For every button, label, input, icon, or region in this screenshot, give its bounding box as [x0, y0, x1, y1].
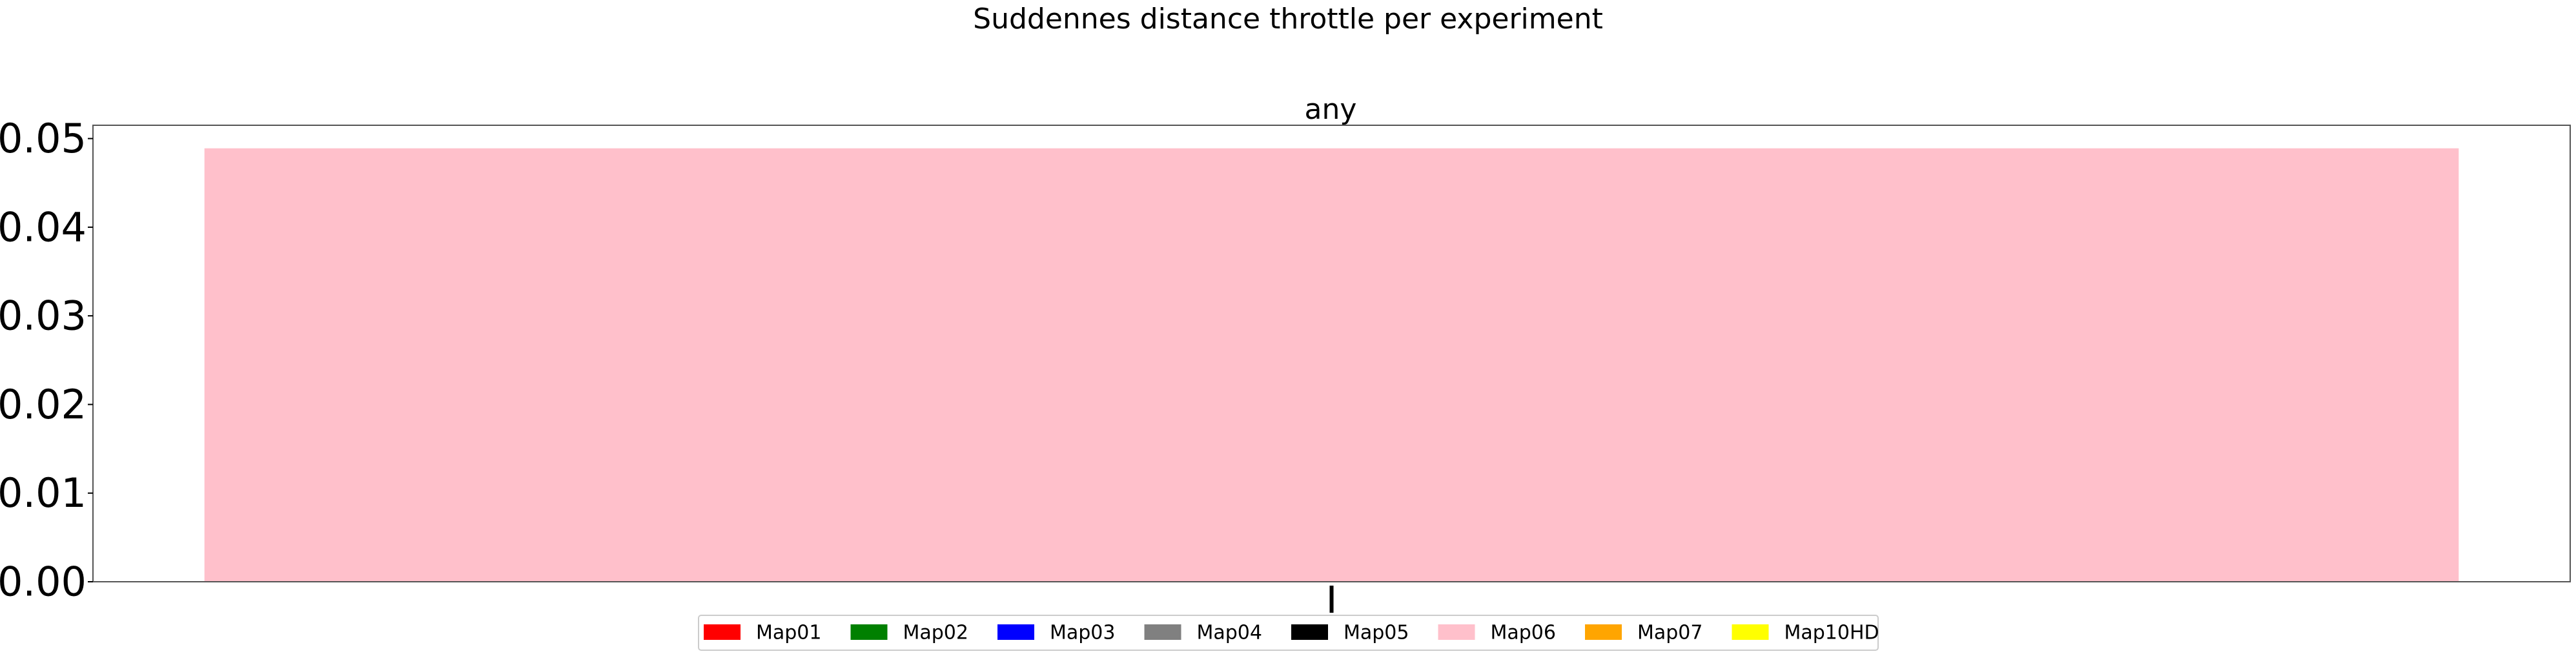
- legend-label: Map06: [1491, 622, 1556, 644]
- legend-item: Map01: [704, 622, 821, 644]
- legend-item: Map02: [850, 622, 968, 644]
- y-axis: 0.00 0.01 0.02 0.03 0.04 0.05: [0, 115, 93, 606]
- legend-item: Map03: [997, 622, 1115, 644]
- legend-swatch: [704, 624, 741, 640]
- legend-swatch: [1732, 624, 1769, 640]
- legend-swatch: [850, 624, 888, 640]
- figure-suptitle: Suddennes distance throttle per experime…: [973, 3, 1603, 36]
- legend-item: Map10HD: [1732, 622, 1879, 644]
- y-tick-label: 0.05: [0, 115, 87, 162]
- legend-label: Map04: [1197, 622, 1262, 644]
- y-tick-label: 0.03: [0, 292, 87, 340]
- y-tick-label: 0.01: [0, 469, 87, 517]
- legend-frame: [698, 615, 1879, 651]
- legend-label: Map10HD: [1784, 622, 1879, 644]
- y-tick-label: 0.00: [0, 559, 87, 606]
- legend-swatch: [1144, 624, 1181, 640]
- legend-label: Map05: [1344, 622, 1409, 644]
- legend-swatch: [1291, 624, 1328, 640]
- legend-label: Map01: [756, 622, 821, 644]
- legend-label: Map07: [1637, 622, 1702, 644]
- legend-swatch: [1438, 624, 1475, 640]
- legend-swatch: [997, 624, 1034, 640]
- legend-item: Map07: [1585, 622, 1702, 644]
- legend-swatch: [1585, 624, 1622, 640]
- legend: Map01 Map02 Map03 Map04 Map05 Map06 Map07 Map10…: [698, 615, 1879, 651]
- legend-label: Map03: [1050, 622, 1115, 644]
- legend-item: Map05: [1291, 622, 1409, 644]
- plot-frame: [92, 125, 2571, 582]
- chart-title: any: [1305, 93, 1357, 126]
- y-tick-label: 0.02: [0, 381, 87, 428]
- y-tick-label: 0.04: [0, 203, 87, 251]
- bars-layer: [204, 148, 2459, 582]
- legend-item: Map04: [1144, 622, 1262, 644]
- bar-map06: [204, 148, 2459, 582]
- legend-item: Map06: [1438, 622, 1556, 644]
- legend-label: Map02: [903, 622, 968, 644]
